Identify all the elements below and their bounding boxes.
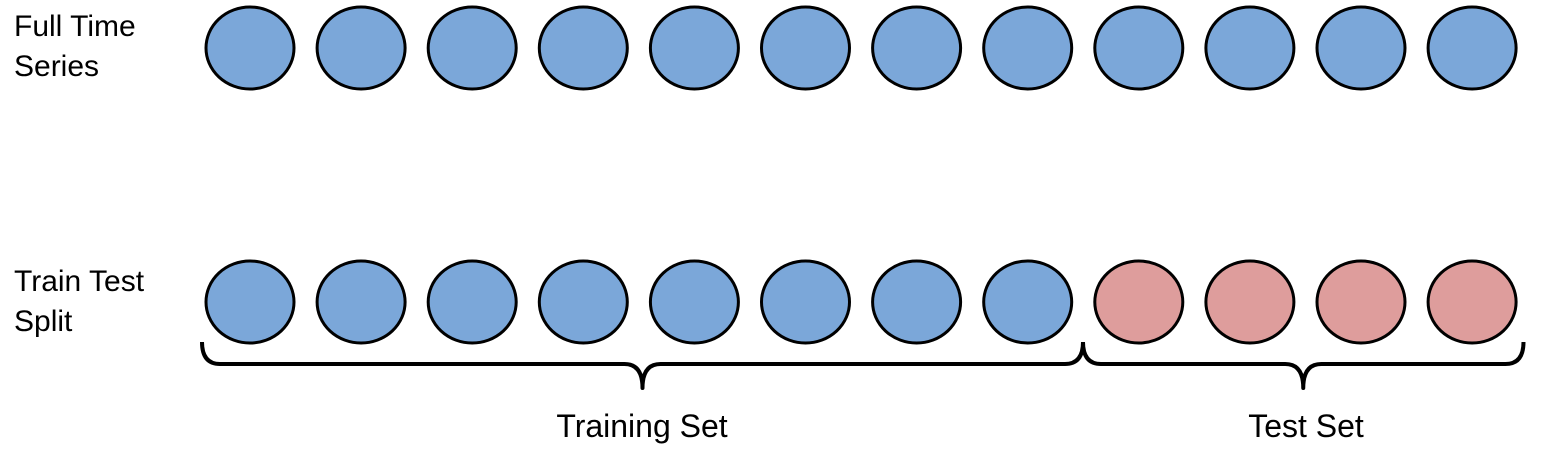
test-set-brace [1081, 341, 1526, 390]
full-series-point-train [1426, 5, 1518, 91]
split-point-test [1315, 259, 1407, 345]
split-point-train [204, 259, 296, 345]
full-series-point-train [537, 5, 629, 91]
full-time-series-label: Full Time Series [14, 10, 136, 83]
full-series-point-train [315, 5, 407, 91]
split-point-train [871, 259, 963, 345]
training-set-label: Training Set [556, 408, 727, 444]
full-series-point-train [1204, 5, 1296, 91]
train-test-split-label: Train Test Split [14, 265, 145, 338]
full-series-point-train [760, 5, 851, 91]
split-point-train [537, 259, 629, 345]
full-time-series-row [204, 5, 1518, 91]
split-point-test [1204, 259, 1296, 345]
split-point-test [1093, 259, 1185, 345]
full-series-point-train [1093, 5, 1185, 91]
split-point-train [648, 259, 740, 345]
split-point-test [1426, 259, 1518, 345]
split-point-train [426, 259, 518, 345]
full-series-point-train [648, 5, 740, 91]
full-series-point-train [982, 5, 1074, 91]
train-test-split-row [204, 259, 1518, 345]
full-series-point-train [871, 5, 963, 91]
training-set-brace [200, 341, 1085, 390]
full-series-point-train [204, 5, 296, 91]
split-point-train [315, 259, 407, 345]
full-series-point-train [426, 5, 518, 91]
split-point-train [760, 259, 851, 345]
full-series-point-train [1315, 5, 1407, 91]
test-set-label: Test Set [1248, 408, 1364, 444]
split-point-train [982, 259, 1074, 345]
